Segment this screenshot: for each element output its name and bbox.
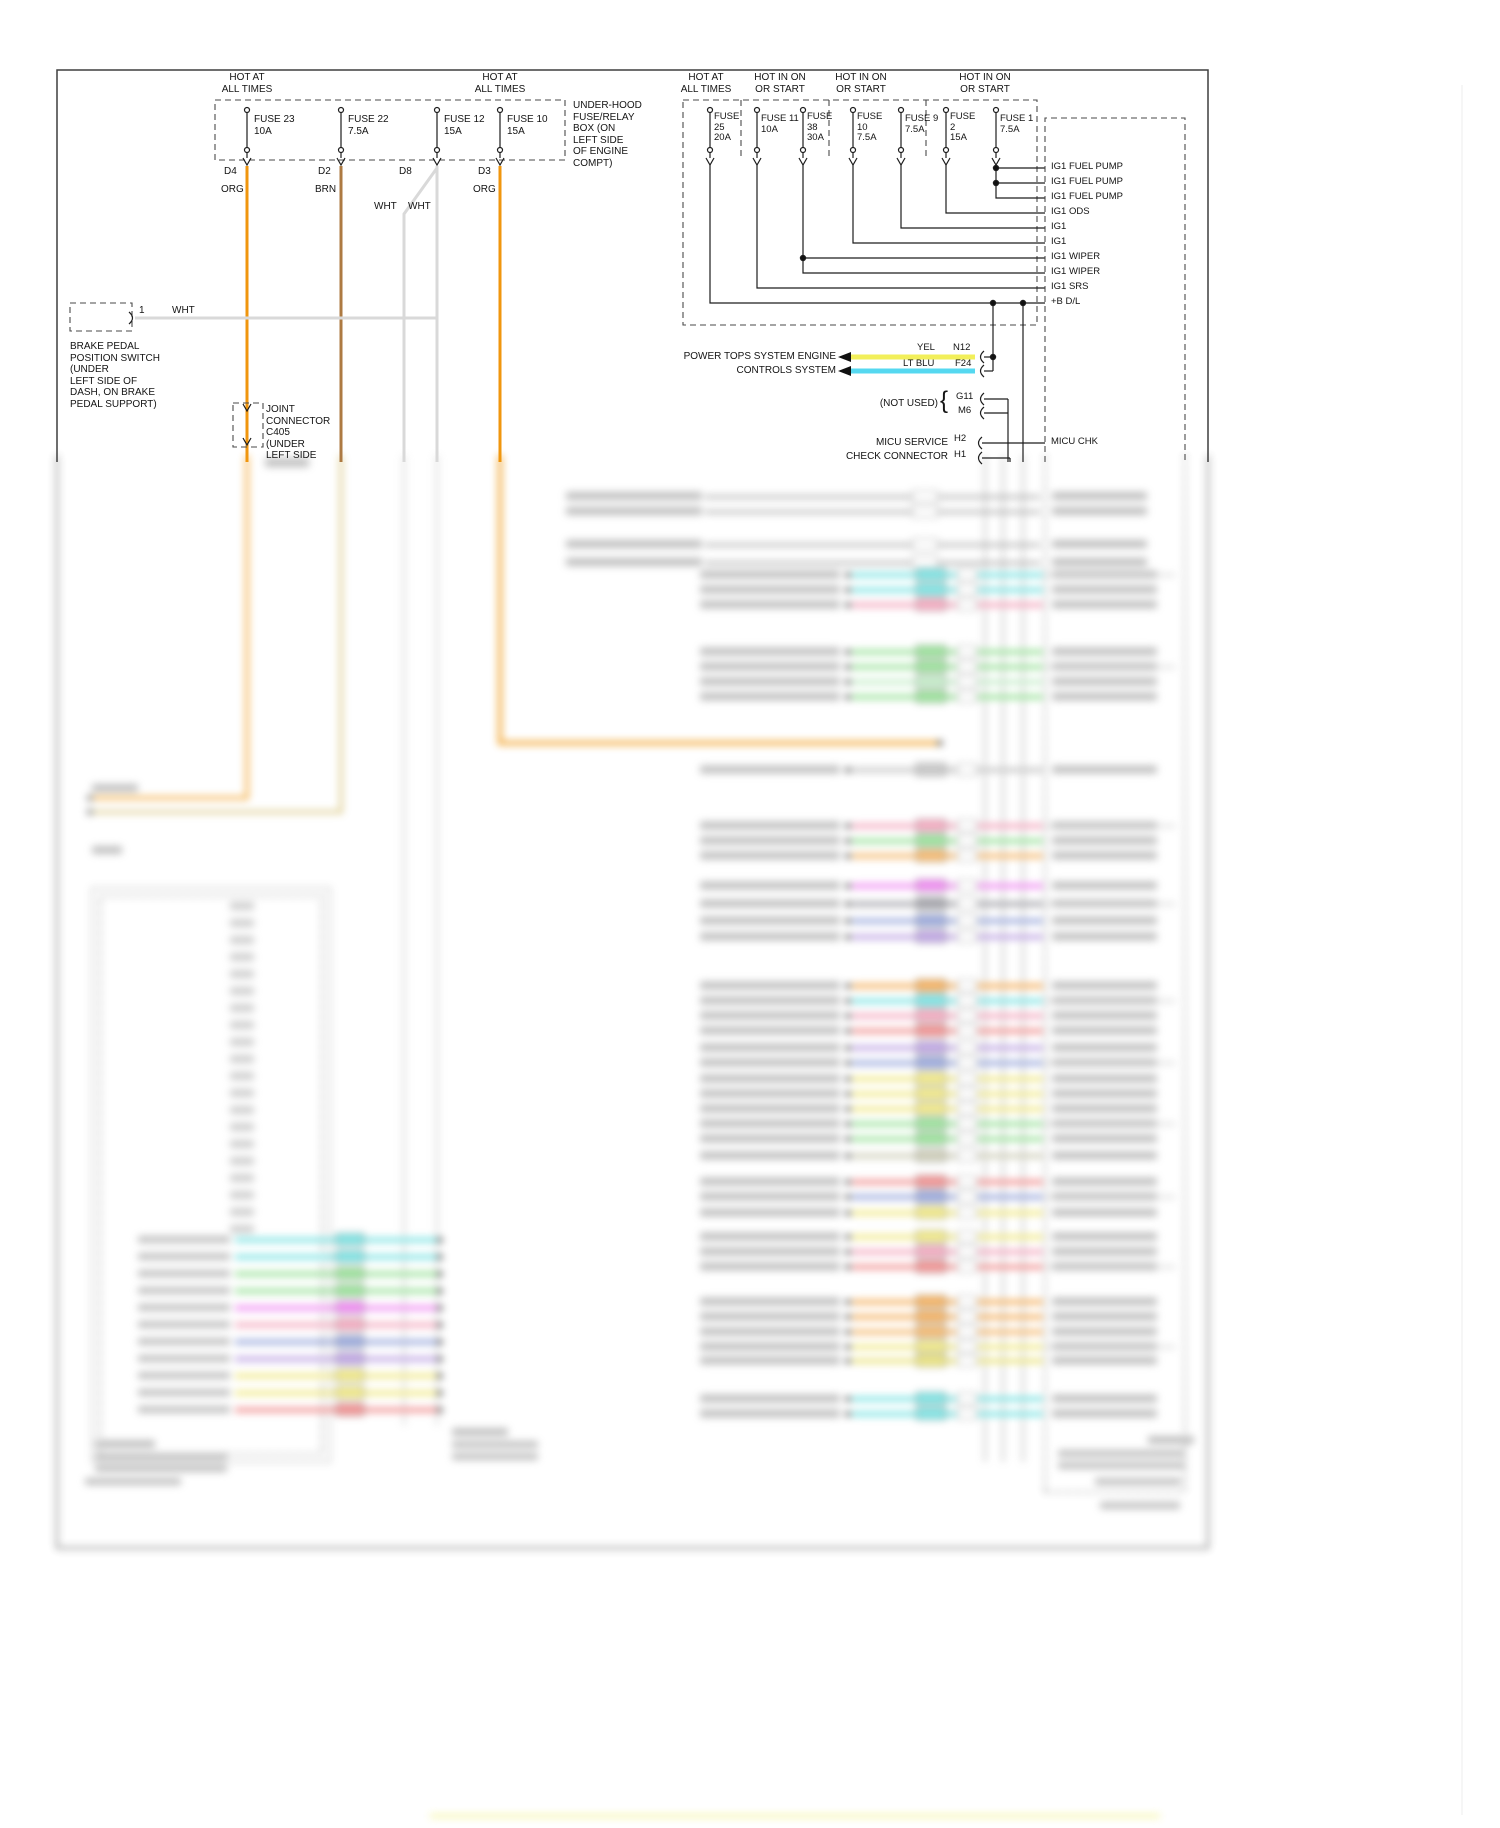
- left-wires: [245, 166, 502, 462]
- signal-destination-label: POWER TOPS SYSTEM ENGINE CONTROLS SYSTEM: [683, 351, 836, 376]
- signal-wires: [838, 350, 993, 378]
- ignition-feed-wires: [709, 164, 1045, 462]
- pin-label: D3: [478, 166, 491, 177]
- wire-color-label: WHT: [408, 201, 431, 212]
- pin-label: 1: [139, 305, 145, 316]
- ig-label: IG1 WIPER: [1051, 266, 1101, 277]
- pin-label: D8: [399, 166, 412, 177]
- ig-label: IG1 WIPER: [1051, 251, 1101, 262]
- wire-color-label: WHT: [374, 201, 397, 212]
- wire-color-label: BRN: [315, 184, 337, 195]
- fuse-amp: 10A: [254, 126, 272, 137]
- hot-header: HOT AT ALL TIMES: [680, 72, 732, 95]
- ig-label: IG1: [1051, 236, 1067, 247]
- joint-connector-c405: [232, 402, 264, 448]
- right-connector-box: [1044, 117, 1186, 462]
- pin-label: H2: [954, 433, 967, 444]
- wire-color-label: ORG: [221, 184, 244, 195]
- fusebox-caption: UNDER-HOOD FUSE/RELAY BOX (ON LEFT SIDE …: [573, 100, 642, 169]
- ig-label: +B D/L: [1051, 296, 1081, 307]
- brake-switch-caption: BRAKE PEDAL POSITION SWITCH (UNDER LEFT …: [70, 341, 160, 410]
- pin-label: G11: [956, 391, 974, 402]
- hot-at-all-times-label: HOT AT ALL TIMES: [221, 72, 273, 95]
- fuse-label: FUSE 23: [254, 114, 295, 125]
- fuse-label: FUSE 2 15A: [950, 111, 976, 143]
- wire-color-label: LT BLU: [903, 358, 935, 369]
- micu-chk-label: MICU CHK: [1051, 436, 1098, 447]
- fuse-label: FUSE 11 10A: [761, 113, 799, 135]
- hot-header: HOT IN ON OR START: [835, 72, 887, 95]
- joint-connector-caption: JOINT CONNECTOR C405 (UNDER LEFT SIDE: [266, 404, 331, 461]
- micu-caption: MICU SERVICE CHECK CONNECTOR: [845, 437, 948, 462]
- pin-label: D2: [318, 166, 331, 177]
- page-border-lower: [56, 455, 1209, 1549]
- fuse-label: FUSE 38 30A: [807, 111, 833, 143]
- fuse-label: FUSE 12: [444, 114, 485, 125]
- fuse-label: FUSE 25 20A: [714, 111, 740, 143]
- fuse-amp: 7.5A: [348, 126, 369, 137]
- pin-label: M6: [958, 405, 972, 416]
- brace-glyph: {: [940, 387, 949, 414]
- ig-label: IG1 FUEL PUMP: [1051, 191, 1123, 202]
- fuse-label: FUSE 9 7.5A: [905, 113, 939, 135]
- brake-pedal-switch: [69, 302, 437, 332]
- fuse-label: FUSE 22: [348, 114, 389, 125]
- fuse-label: FUSE 10 7.5A: [857, 111, 883, 143]
- wire-color-label: ORG: [473, 184, 496, 195]
- ig-label: IG1 FUEL PUMP: [1051, 176, 1123, 187]
- micu-check-wires: [977, 436, 1045, 465]
- not-used-label: (NOT USED): [879, 398, 938, 409]
- underhood-fusebox: [214, 99, 566, 167]
- fuse-label: FUSE 10: [507, 114, 548, 125]
- fuse-amp: 15A: [444, 126, 462, 137]
- fuse-amp: 15A: [507, 126, 525, 137]
- wire-color-label: YEL: [917, 342, 935, 353]
- wire-color-label: WHT: [172, 305, 195, 316]
- ig-label: IG1 SRS: [1051, 281, 1089, 292]
- pin-label: D4: [224, 166, 237, 177]
- hot-header: HOT IN ON OR START: [959, 72, 1011, 95]
- ig-label: IG1: [1051, 221, 1067, 232]
- ig-label: IG1 FUEL PUMP: [1051, 161, 1123, 172]
- not-used-stubs: [979, 392, 1009, 462]
- pin-label: H1: [954, 449, 967, 460]
- hot-at-all-times-label: HOT AT ALL TIMES: [474, 72, 526, 95]
- hot-header: HOT IN ON OR START: [754, 72, 806, 95]
- pin-label: F24: [955, 358, 972, 369]
- ig-label: IG1 ODS: [1051, 206, 1090, 217]
- pin-label: N12: [953, 342, 971, 353]
- page-border: [56, 69, 1209, 462]
- dash-fusebox: [682, 99, 1038, 326]
- fuse-label: FUSE 1 7.5A: [1000, 113, 1034, 135]
